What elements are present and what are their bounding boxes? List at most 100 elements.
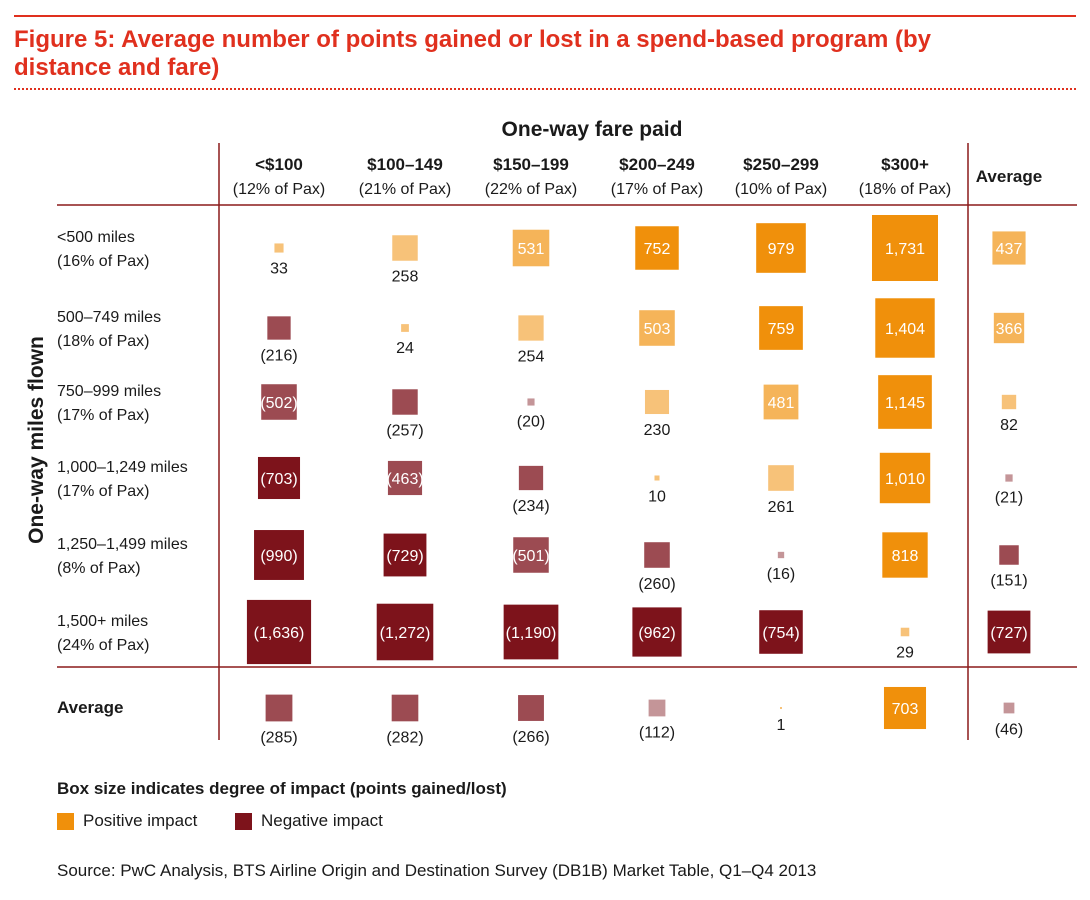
source-note: Source: PwC Analysis, BTS Airline Origin…	[57, 861, 817, 880]
impact-box	[261, 384, 297, 420]
value-label: 230	[644, 422, 671, 439]
value-label: 703	[892, 701, 919, 718]
column-header-label: <$100	[255, 155, 303, 174]
impact-box	[1005, 474, 1013, 482]
impact-box	[768, 465, 794, 491]
impact-box	[383, 533, 427, 577]
column-header-share: (10% of Pax)	[735, 181, 827, 198]
impact-box	[392, 389, 418, 415]
value-label: 503	[644, 321, 671, 338]
impact-box	[639, 310, 675, 346]
impact-box	[759, 610, 803, 654]
value-label: 1,145	[885, 395, 925, 412]
column-header-label: Average	[976, 167, 1042, 186]
value-label: (754)	[762, 625, 799, 642]
value-label: (216)	[260, 348, 297, 365]
value-label: (703)	[260, 471, 297, 488]
column-header-share: (17% of Pax)	[611, 181, 703, 198]
top-rule	[14, 15, 1076, 17]
value-label: (46)	[995, 721, 1023, 738]
impact-box	[1003, 702, 1015, 714]
impact-box	[392, 235, 418, 261]
impact-box	[527, 398, 535, 406]
impact-box	[274, 243, 284, 253]
impact-box	[265, 694, 293, 722]
value-label: 759	[768, 321, 795, 338]
impact-box	[883, 686, 927, 730]
value-label: (1,190)	[506, 625, 557, 642]
value-label: 254	[518, 349, 545, 366]
value-label: (501)	[512, 548, 549, 565]
value-label: 752	[644, 241, 671, 258]
row-header-share: (24% of Pax)	[57, 637, 149, 654]
value-label: (151)	[990, 573, 1027, 590]
value-label: 1,010	[885, 471, 925, 488]
value-label: (729)	[386, 548, 423, 565]
impact-box	[518, 695, 544, 721]
impact-box	[654, 475, 660, 481]
impact-box	[1001, 394, 1017, 410]
value-label: (502)	[260, 395, 297, 412]
impact-box	[759, 306, 803, 350]
impact-box	[756, 223, 806, 273]
legend-title: Box size indicates degree of impact (poi…	[57, 779, 507, 798]
impact-box	[503, 604, 559, 660]
value-label: 1,404	[885, 321, 925, 338]
impact-box	[512, 229, 550, 267]
row-header-share: (18% of Pax)	[57, 333, 149, 350]
value-label: (463)	[386, 471, 423, 488]
impact-box	[992, 231, 1026, 265]
row-header-label: 750–999 miles	[57, 383, 161, 400]
row-header-label: <500 miles	[57, 229, 135, 246]
impact-box	[644, 542, 670, 568]
impact-box	[254, 530, 304, 580]
value-label: 10	[648, 489, 666, 506]
value-label: (962)	[638, 625, 675, 642]
value-label: 1	[777, 717, 786, 734]
impact-box	[648, 699, 666, 717]
value-label: (282)	[386, 729, 423, 746]
value-label: 258	[392, 269, 419, 286]
impact-box	[391, 694, 419, 722]
title-dotted-rule	[14, 88, 1076, 90]
column-header-label: $150–199	[493, 155, 569, 174]
value-label: (16)	[767, 566, 795, 583]
value-label: (112)	[639, 724, 675, 741]
value-label: (990)	[260, 548, 297, 565]
value-label: 24	[396, 340, 414, 357]
impact-box	[513, 537, 549, 573]
impact-box	[632, 607, 682, 657]
value-label: 29	[896, 644, 914, 661]
value-label: (285)	[260, 729, 297, 746]
figure-title: Figure 5: Average number of points gaine…	[14, 26, 932, 81]
impact-box	[875, 298, 935, 358]
value-label: (260)	[638, 576, 675, 593]
value-label: (257)	[386, 423, 423, 440]
row-header-share: (8% of Pax)	[57, 560, 141, 577]
row-header-label: 1,250–1,499 miles	[57, 536, 188, 553]
value-label: 261	[768, 499, 795, 516]
impact-box	[879, 452, 931, 504]
impact-box	[401, 324, 409, 332]
legend-label-negative: Negative impact	[261, 811, 383, 830]
impact-box	[387, 460, 423, 496]
impact-box	[246, 599, 312, 665]
value-label: (20)	[517, 414, 545, 431]
impact-box	[993, 312, 1025, 344]
value-label: 1,731	[885, 241, 925, 258]
column-header-label: $200–249	[619, 155, 695, 174]
value-label: (21)	[995, 490, 1023, 507]
impact-box	[882, 532, 928, 578]
impact-matrix-chart: One-way fare paid One-way miles flown <$10…	[25, 118, 1077, 746]
column-header-share: (22% of Pax)	[485, 181, 577, 198]
legend-label-positive: Positive impact	[83, 811, 198, 830]
legend-swatch-negative	[235, 812, 252, 830]
column-header-share: (12% of Pax)	[233, 181, 325, 198]
legend-item-positive: Positive impact	[57, 811, 197, 831]
legend-item-negative: Negative impact	[235, 811, 383, 831]
value-label: 481	[768, 395, 795, 412]
value-label: 818	[892, 548, 919, 565]
row-group-label: One-way miles flown	[25, 336, 48, 544]
impact-box	[999, 545, 1019, 565]
value-label: (1,636)	[254, 625, 305, 642]
